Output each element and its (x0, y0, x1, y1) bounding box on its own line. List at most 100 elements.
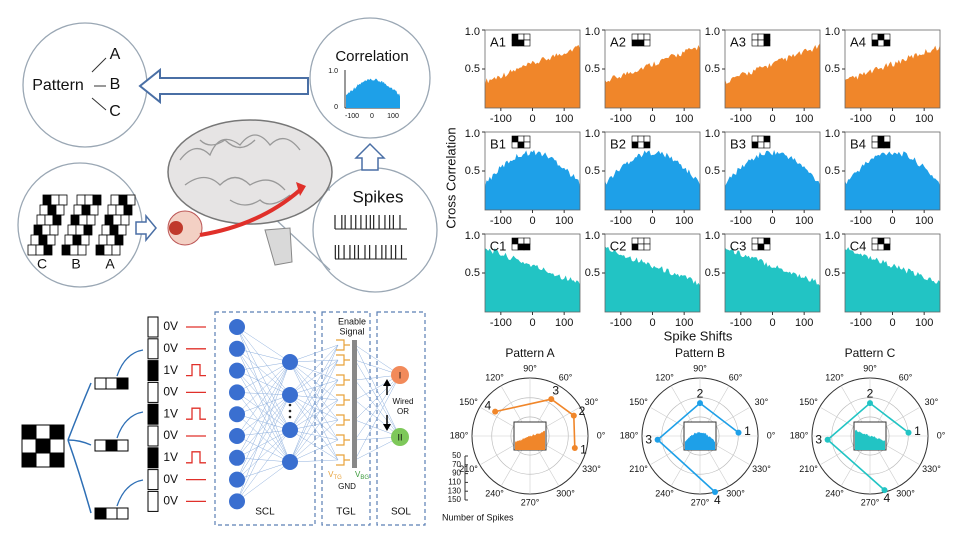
pattern-cell (27, 244, 37, 256)
label: 0° (767, 430, 776, 440)
label: Pattern A (505, 346, 554, 360)
label: 180° (790, 430, 809, 440)
label: -100 (850, 215, 872, 227)
pattern-icon-cell (757, 141, 765, 149)
row-cell (94, 439, 107, 452)
label: 0.5 (825, 165, 840, 177)
column-cell (147, 403, 159, 425)
label: 0V (163, 494, 178, 508)
label: A (105, 256, 115, 272)
label: 0.5 (705, 165, 720, 177)
synapse (289, 419, 339, 463)
label: 0.5 (705, 267, 720, 279)
pattern-icon-cell (871, 141, 879, 149)
synapse (236, 429, 291, 437)
polar-point (654, 436, 661, 443)
label: -100 (730, 215, 752, 227)
synapse (289, 394, 339, 461)
column-cell (147, 469, 159, 491)
label: 60° (899, 372, 913, 382)
synapse (236, 392, 291, 463)
label: 1 (580, 443, 587, 457)
correlation-histogram (725, 43, 820, 108)
synapse (236, 348, 291, 463)
label: 270° (521, 497, 540, 507)
correlation-histogram (485, 149, 580, 210)
polar-line (656, 402, 740, 493)
synapse (236, 348, 291, 396)
label: Enable (338, 316, 366, 326)
correlation-histogram (605, 246, 700, 312)
label: 100 (387, 113, 399, 120)
polar-point (570, 412, 577, 419)
synapse (289, 439, 339, 463)
pattern-cell (35, 244, 45, 256)
pattern-icon-cell (631, 243, 639, 251)
input-cell (49, 438, 65, 454)
pattern-icon-cell (877, 237, 885, 245)
transistor (336, 374, 350, 386)
synapse (236, 361, 291, 437)
label: 1 (744, 424, 751, 438)
pattern-icon-cell (883, 33, 891, 41)
synapse (236, 326, 291, 396)
pattern-cell (67, 224, 77, 236)
correlation-histogram (485, 248, 580, 312)
label: 0 (889, 215, 895, 227)
ellipsis-dot (288, 415, 292, 419)
pattern-icon-cell (871, 33, 879, 41)
pattern-icon-cell (763, 33, 771, 41)
pattern-icon-cell (511, 135, 519, 143)
row-cell (105, 377, 118, 390)
label: 240° (825, 488, 844, 498)
voltage-sub: BG (360, 475, 369, 481)
label: B4 (850, 136, 866, 151)
inset-histogram (685, 431, 715, 450)
pattern-icon-cell (883, 135, 891, 143)
pattern-icon-cell (631, 33, 639, 41)
signal (186, 363, 206, 377)
pattern-icon-cell (757, 135, 765, 143)
pattern-icon-cell (517, 243, 525, 251)
polar-point (492, 408, 499, 415)
pattern-icon-cell (751, 33, 759, 41)
label: 1.0 (465, 26, 480, 38)
pattern-icon-cell (757, 33, 765, 41)
synapse (289, 394, 339, 441)
label: 150 (448, 495, 462, 504)
correlation-histogram (605, 150, 700, 210)
pattern-icon-cell (517, 237, 525, 245)
output-neuron (391, 366, 409, 384)
synapse (236, 429, 291, 502)
label: 0° (937, 430, 946, 440)
synapse (236, 413, 291, 431)
label: B (110, 76, 121, 93)
pattern-icon-cell (517, 141, 525, 149)
branch-arrow (67, 439, 92, 446)
pattern-icon-cell (871, 243, 879, 251)
label: 1 (914, 424, 921, 438)
pattern-cell (81, 204, 91, 216)
neuron (282, 387, 298, 403)
label: Number of Spikes (442, 512, 514, 522)
pattern-cell (42, 194, 52, 206)
pattern-icon-cell (517, 33, 525, 41)
synapse (289, 344, 339, 396)
label: 210° (799, 464, 818, 474)
label: 130 (448, 486, 462, 495)
inset-histogram (515, 430, 545, 450)
label: 100 (675, 317, 693, 329)
correlation-histogram (845, 45, 940, 108)
label: 100 (555, 317, 573, 329)
neuron (282, 422, 298, 438)
label: 0.5 (465, 63, 480, 75)
label: Cross Correlation (443, 127, 458, 228)
label: -100 (610, 215, 632, 227)
pattern-icon-cell (763, 141, 771, 149)
label: Correlation (335, 48, 408, 65)
label: C2 (610, 238, 627, 253)
pattern-cell (83, 224, 93, 236)
label: C1 (490, 238, 507, 253)
pattern-icon-cell (877, 135, 885, 143)
neuron (282, 354, 298, 370)
